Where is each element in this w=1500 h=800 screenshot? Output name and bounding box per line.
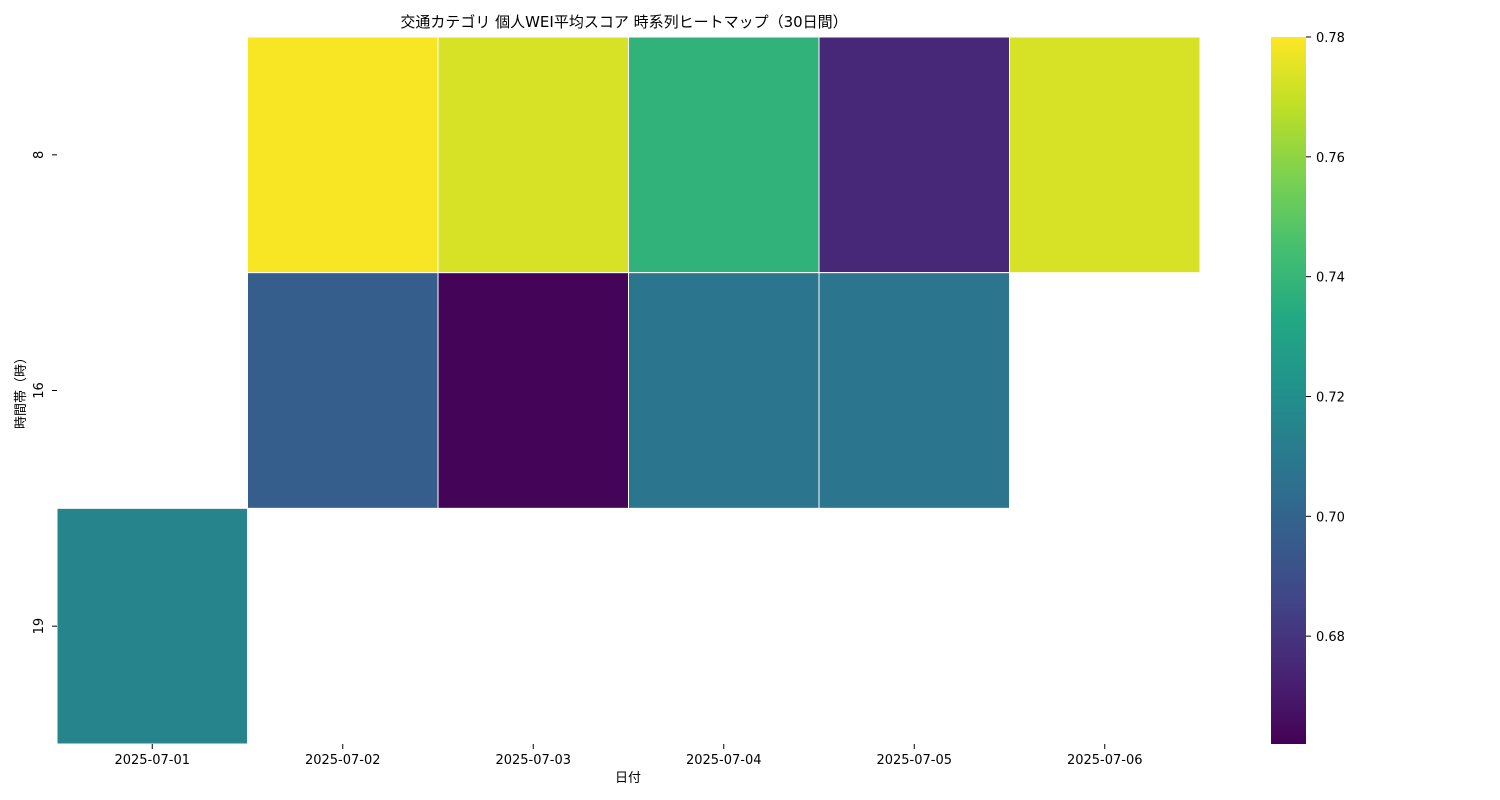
- heatmap-cell-8-2025-07-05: [818, 36, 1010, 274]
- colorbar-tick-label: 0.72: [1316, 390, 1345, 405]
- y-tick-label: 8: [32, 151, 47, 159]
- heatmap-cell-16-2025-07-03: [437, 272, 629, 509]
- x-tick-label: 2025-07-02: [305, 753, 381, 768]
- colorbar-ticks: 0.68 0.70 0.72 0.74 0.76 0.78: [1306, 31, 1345, 645]
- x-axis-ticks: 2025-07-01 2025-07-02 2025-07-03 2025-07-04…: [114, 744, 1143, 768]
- colorbar-tick-label: 0.76: [1316, 151, 1345, 166]
- x-tick-label: 2025-07-01: [114, 753, 190, 768]
- x-tick-label: 2025-07-04: [686, 753, 762, 768]
- y-axis-ticks: 8 16 19: [32, 151, 57, 635]
- chart-title: 交通カテゴリ 個人WEI平均スコア 時系列ヒートマップ（30日間）: [400, 13, 847, 31]
- heatmap-cell-8-2025-07-04: [628, 36, 820, 274]
- heatmap-cell-8-2025-07-06: [1009, 36, 1201, 274]
- heatmap-cell-8-2025-07-02: [247, 36, 439, 274]
- colorbar: 0.68 0.70 0.72 0.74 0.76 0.78: [1271, 31, 1345, 744]
- colorbar-gradient: [1271, 37, 1306, 744]
- heatmap-cell-16-2025-07-04: [628, 272, 820, 509]
- y-axis-label: 時間帯（時）: [14, 351, 29, 429]
- colorbar-tick-label: 0.68: [1316, 630, 1345, 645]
- colorbar-tick-label: 0.78: [1316, 31, 1345, 46]
- heatmap-cell-8-2025-07-03: [437, 36, 629, 274]
- x-tick-label: 2025-07-05: [876, 753, 952, 768]
- x-tick-label: 2025-07-06: [1067, 753, 1143, 768]
- colorbar-tick-label: 0.74: [1316, 271, 1345, 286]
- heatmap-cell-19-2025-07-01: [56, 507, 248, 745]
- colorbar-tick-label: 0.70: [1316, 510, 1345, 525]
- y-tick-label: 16: [32, 382, 47, 399]
- heatmap-cell-16-2025-07-02: [247, 272, 439, 509]
- x-tick-label: 2025-07-03: [495, 753, 571, 768]
- heatmap-cells: [56, 36, 1201, 745]
- heatmap-cell-16-2025-07-05: [818, 272, 1010, 509]
- y-tick-label: 19: [32, 618, 47, 635]
- x-axis-label: 日付: [615, 771, 641, 786]
